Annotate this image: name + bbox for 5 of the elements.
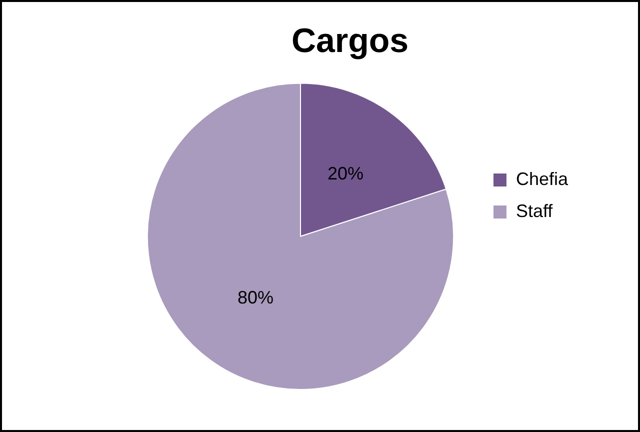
legend-label: Staff xyxy=(516,200,554,221)
data-label: 80% xyxy=(237,287,274,308)
legend-label: Chefia xyxy=(516,168,569,189)
data-label: 20% xyxy=(327,163,364,184)
chart-title: Cargos xyxy=(291,22,409,60)
